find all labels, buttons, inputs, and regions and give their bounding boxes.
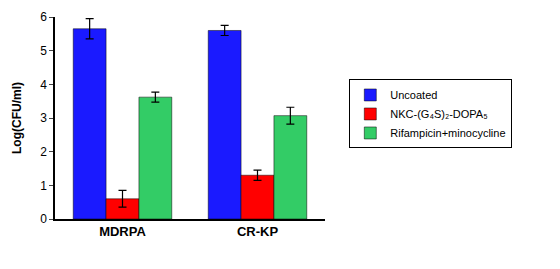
svg-text:Uncoated: Uncoated bbox=[390, 89, 437, 101]
svg-text:2: 2 bbox=[40, 145, 47, 159]
svg-text:NKC-(G₄S)₂-DOPA₅: NKC-(G₄S)₂-DOPA₅ bbox=[390, 108, 487, 120]
svg-text:Rifampicin+minocycline: Rifampicin+minocycline bbox=[390, 127, 505, 139]
svg-text:0: 0 bbox=[40, 212, 47, 226]
svg-text:5: 5 bbox=[40, 44, 47, 58]
svg-text:4: 4 bbox=[40, 78, 47, 92]
svg-text:3: 3 bbox=[40, 111, 47, 125]
svg-text:6: 6 bbox=[40, 10, 47, 24]
svg-text:CR-KP: CR-KP bbox=[237, 224, 278, 239]
svg-text:MDRPA: MDRPA bbox=[99, 224, 146, 239]
svg-text:Log(CFU/ml): Log(CFU/ml) bbox=[10, 82, 24, 154]
svg-text:1: 1 bbox=[40, 179, 47, 193]
